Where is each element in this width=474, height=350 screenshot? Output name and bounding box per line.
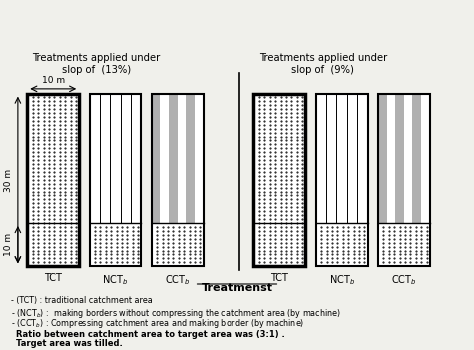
Bar xyxy=(90,94,100,223)
Bar xyxy=(254,94,305,266)
Bar xyxy=(120,94,131,223)
Bar xyxy=(378,94,430,266)
Bar xyxy=(347,94,357,223)
Text: Treatments applied under
slop of  (9%): Treatments applied under slop of (9%) xyxy=(259,53,387,75)
Bar xyxy=(100,94,110,223)
Bar xyxy=(90,94,141,223)
Bar xyxy=(326,94,337,223)
Bar xyxy=(152,94,203,266)
Bar xyxy=(152,223,203,266)
Bar xyxy=(316,223,367,266)
Bar xyxy=(254,94,305,266)
Bar xyxy=(195,94,203,223)
Text: CCT$_b$: CCT$_b$ xyxy=(165,273,191,287)
Bar xyxy=(90,223,141,266)
Bar xyxy=(131,94,141,223)
Text: TCT: TCT xyxy=(44,273,62,283)
Bar xyxy=(27,94,79,266)
Text: Ratio between catchment area to target area was (3:1) .: Ratio between catchment area to target a… xyxy=(16,330,284,339)
Text: - (CCT$_b$) : Compressing catchment area and making border (by machine): - (CCT$_b$) : Compressing catchment area… xyxy=(11,317,304,330)
Bar xyxy=(386,94,395,223)
Bar xyxy=(152,94,203,223)
Text: - (NCT$_b$) :  making borders without compressing the catchment area (by machine: - (NCT$_b$) : making borders without com… xyxy=(11,307,341,320)
Bar xyxy=(378,94,430,223)
Bar xyxy=(378,94,386,223)
Text: Treatments applied under
slop of  (13%): Treatments applied under slop of (13%) xyxy=(32,53,161,75)
Bar xyxy=(316,94,367,223)
Bar xyxy=(169,94,178,223)
Bar xyxy=(316,94,367,266)
Bar xyxy=(395,94,404,223)
Bar xyxy=(160,94,169,223)
Text: - (TCT) : traditional catchment area: - (TCT) : traditional catchment area xyxy=(11,296,153,305)
Bar xyxy=(404,94,412,223)
Text: Treatmenst: Treatmenst xyxy=(201,283,273,293)
Bar xyxy=(90,94,141,266)
Bar xyxy=(316,94,326,223)
Bar xyxy=(178,94,186,223)
Text: CCT$_b$: CCT$_b$ xyxy=(391,273,417,287)
Bar xyxy=(412,94,421,223)
Bar xyxy=(378,223,430,266)
Bar xyxy=(357,94,367,223)
Text: Target area was tilled.: Target area was tilled. xyxy=(16,339,122,348)
Text: 10 m: 10 m xyxy=(42,76,65,85)
Bar xyxy=(186,94,195,223)
Bar xyxy=(27,94,79,266)
Bar xyxy=(337,94,347,223)
Bar xyxy=(421,94,430,223)
Bar xyxy=(110,94,120,223)
Text: 30 m: 30 m xyxy=(4,168,13,191)
Text: 10 m: 10 m xyxy=(4,233,13,256)
Text: NCT$_b$: NCT$_b$ xyxy=(102,273,128,287)
Text: NCT$_b$: NCT$_b$ xyxy=(328,273,355,287)
Bar xyxy=(152,94,160,223)
Text: TCT: TCT xyxy=(271,273,288,283)
